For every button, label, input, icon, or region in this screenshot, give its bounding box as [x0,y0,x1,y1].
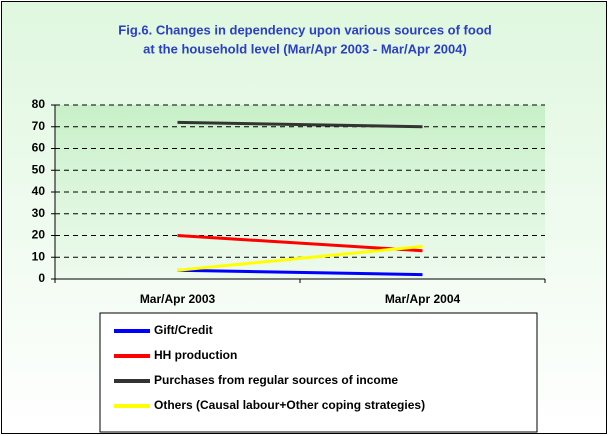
legend-label: Gift/Credit [154,323,213,337]
legend [99,312,538,433]
y-tick-label: 70 [32,119,46,133]
x-tick-label: Mar/Apr 2003 [140,292,216,306]
series-line [177,268,423,277]
series-line [177,120,423,129]
y-tick-label: 30 [32,206,46,220]
y-tick-label: 60 [32,141,46,155]
series-line [177,234,423,253]
series-line [177,244,423,272]
x-tick-label: Mar/Apr 2004 [385,292,461,306]
legend-label: HH production [154,348,237,362]
chart-title: Fig.6. Changes in dependency upon variou… [118,22,491,37]
y-tick-label: 80 [32,97,46,111]
chart-title: at the household level (Mar/Apr 2003 - M… [143,41,467,56]
legend-label: Others (Causal labour+Other coping strat… [154,398,425,412]
y-tick-label: 0 [38,271,45,285]
y-tick-label: 10 [32,249,46,263]
y-tick-label: 20 [32,228,46,242]
legend-label: Purchases from regular sources of income [154,373,398,387]
y-tick-label: 50 [32,162,46,176]
y-tick-label: 40 [32,184,46,198]
